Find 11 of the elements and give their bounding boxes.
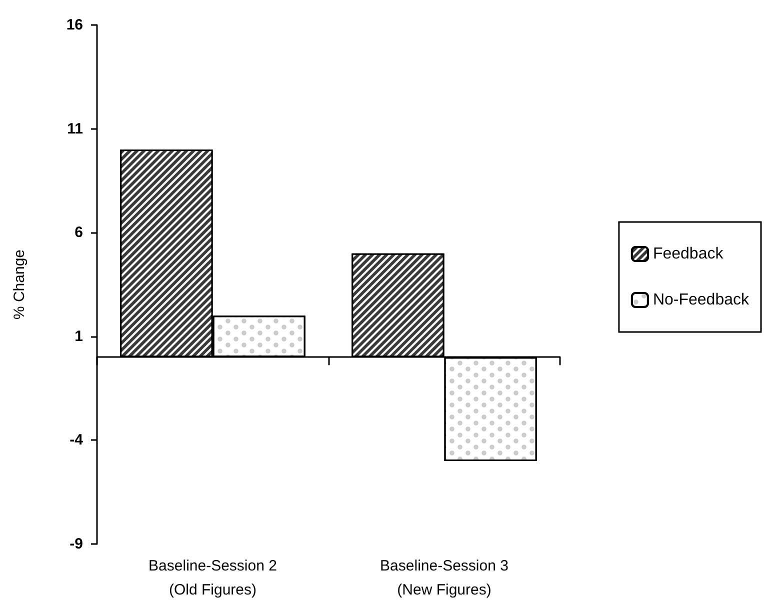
y-tick-label: -4: [70, 432, 84, 449]
y-tick-label: 11: [67, 120, 83, 138]
legend-label: No-Feedback: [652, 292, 750, 308]
legend-label: Feedback: [652, 246, 724, 262]
x-tick-label: Baseline-Session 2 (Old Figures): [148, 558, 277, 598]
y-tick-label: 1: [74, 328, 83, 345]
x-tick-label: Baseline-Session 3 (New Figures): [380, 558, 508, 598]
y-tick-label: 6: [74, 224, 83, 242]
y-axis-title: % Change: [11, 249, 28, 320]
y-tick-label: 16: [66, 16, 83, 34]
y-tick-label: -9: [70, 536, 83, 552]
